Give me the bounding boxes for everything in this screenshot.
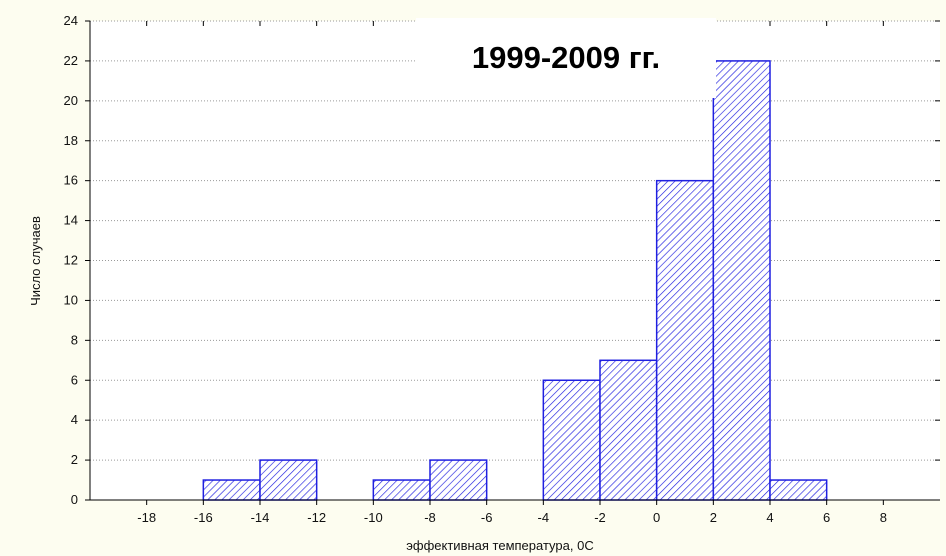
y-tick-label: 2 (71, 452, 78, 467)
histogram-bar (599, 359, 658, 501)
y-tick-label: 22 (64, 53, 78, 68)
x-tick-label: 2 (710, 510, 717, 525)
x-tick-label: -14 (251, 510, 270, 525)
y-tick-label: 4 (71, 412, 78, 427)
x-tick-label: -16 (194, 510, 213, 525)
x-tick-label: 0 (653, 510, 660, 525)
y-tick-label: 0 (71, 492, 78, 507)
histogram-bar (429, 459, 488, 501)
histogram-bar (202, 479, 261, 501)
histogram-bar (712, 60, 771, 501)
y-tick-label: 6 (71, 372, 78, 387)
x-tick-label: -12 (307, 510, 326, 525)
x-tick-label: 8 (880, 510, 887, 525)
y-axis-title: Число случаев (28, 216, 43, 306)
x-tick-label: -4 (538, 510, 550, 525)
x-tick-label: -2 (594, 510, 606, 525)
title-box (416, 18, 716, 98)
x-tick-label: -18 (137, 510, 156, 525)
grid-layer (90, 20, 940, 461)
x-axis-title: эффективная температура, 0С (406, 538, 593, 553)
x-tick-label: -8 (424, 510, 436, 525)
x-tick-label: -10 (364, 510, 383, 525)
bars-layer (202, 60, 828, 501)
y-tick-label: 10 (64, 292, 78, 307)
x-tick-label: 6 (823, 510, 830, 525)
histogram-bar (372, 479, 431, 501)
y-tick-label: 14 (64, 213, 78, 228)
y-tick-label: 12 (64, 253, 78, 268)
histogram-bar (542, 379, 601, 501)
histogram-bar (259, 459, 318, 501)
y-tick-label: 8 (71, 332, 78, 347)
y-tick-label: 20 (64, 93, 78, 108)
histogram-bar (769, 479, 828, 501)
y-tick-label: 24 (64, 13, 78, 28)
histogram-bar (655, 179, 715, 501)
y-tick-label: 16 (64, 173, 78, 188)
x-tick-label: 4 (766, 510, 773, 525)
x-tick-label: -6 (481, 510, 493, 525)
y-tick-label: 18 (64, 133, 78, 148)
chart-title: 1999-2009 гг. (472, 40, 660, 75)
